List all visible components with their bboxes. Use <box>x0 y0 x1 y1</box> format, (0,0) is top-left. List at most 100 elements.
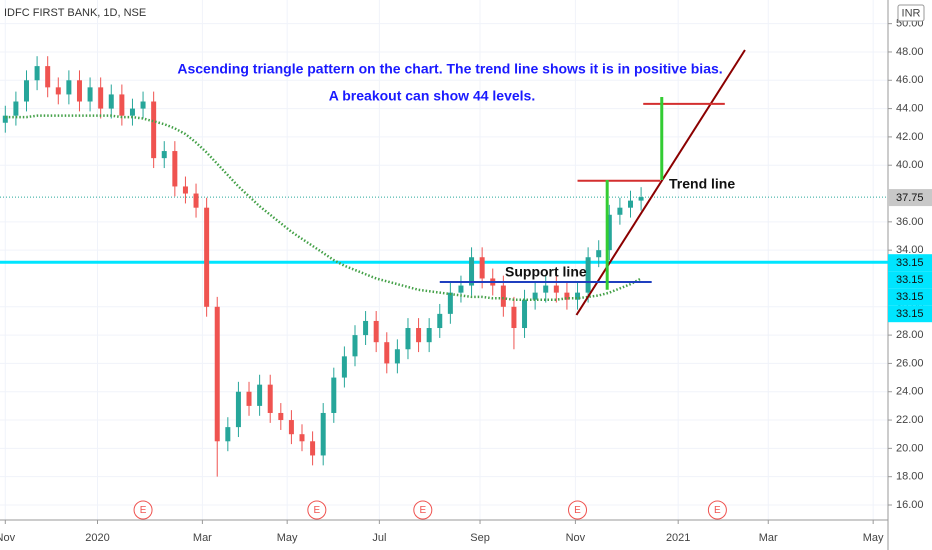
candle-body <box>469 257 475 286</box>
y-tick-label: 36.00 <box>896 216 924 228</box>
event-marker <box>707 500 727 520</box>
candle-body <box>628 200 634 208</box>
x-tick-label: Nov <box>566 532 586 544</box>
y-tick-label: 22.00 <box>896 414 924 426</box>
candle-body <box>352 335 358 357</box>
candle-body <box>373 320 379 343</box>
y-tick-label: 16.00 <box>896 499 924 511</box>
candle-body <box>2 115 8 123</box>
currency[interactable]: INR <box>902 7 921 19</box>
candle-body <box>363 320 369 336</box>
candle-body <box>161 151 167 159</box>
currency-box[interactable] <box>897 4 925 22</box>
candle-body <box>225 427 231 442</box>
candle-body <box>98 87 104 109</box>
candle-body <box>416 328 422 343</box>
x-tick-label: Mar <box>759 532 778 544</box>
candle-body <box>384 342 390 364</box>
candle-body <box>437 313 443 329</box>
candle-body <box>246 391 252 406</box>
candle-body <box>553 285 559 293</box>
price-label: 37.75 <box>896 192 924 204</box>
candle-body <box>140 101 146 109</box>
candle-body <box>341 356 347 378</box>
candle-body <box>76 80 82 102</box>
event-label: E <box>140 505 147 516</box>
y-tick-label: 24.00 <box>896 386 924 398</box>
price-label: 33.15 <box>896 291 924 303</box>
candle-body <box>55 87 61 95</box>
price-label-box <box>888 288 932 306</box>
event-label: E <box>419 505 426 516</box>
candle-body <box>45 66 51 88</box>
marks-layer <box>0 56 932 477</box>
y-tick-label: 28.00 <box>896 329 924 341</box>
candle-body <box>564 292 570 300</box>
price-label: 33.15 <box>896 308 924 320</box>
candle-body <box>543 285 549 293</box>
candle-body <box>585 257 591 293</box>
moving-average <box>5 114 642 301</box>
event-marker <box>413 500 433 520</box>
event-marker <box>568 500 588 520</box>
candle-body <box>596 250 602 258</box>
candle-body <box>617 207 623 215</box>
x-tick-label: Mar <box>193 532 212 544</box>
candle-body <box>214 306 220 442</box>
x-tick-label: Sep <box>470 532 490 544</box>
candle-body <box>638 197 644 201</box>
candle-body <box>320 412 326 456</box>
x-tick-label: May <box>277 532 298 544</box>
event-marker <box>133 500 153 520</box>
candle-body <box>129 108 135 116</box>
grid-layer <box>0 0 892 550</box>
candle-body <box>532 292 538 300</box>
candle-body <box>108 94 114 109</box>
event-label: E <box>574 505 581 516</box>
candle-body <box>426 328 432 343</box>
candle-body <box>310 441 316 456</box>
candle-body <box>267 384 273 413</box>
price-label-box <box>888 271 932 289</box>
candle-body <box>299 434 305 442</box>
x-tick-label: 2020 <box>85 532 109 544</box>
y-tick-label: 40.00 <box>896 159 924 171</box>
y-tick-label: 20.00 <box>896 442 924 454</box>
candle-body <box>447 292 453 314</box>
overlay-layer: 16.0018.0020.0022.0024.0026.0028.0030.00… <box>0 18 932 544</box>
candle-body <box>606 214 612 251</box>
candle-body <box>288 420 294 435</box>
x-tick-label: Jul <box>372 532 386 544</box>
y-tick-label: 48.00 <box>896 46 924 58</box>
y-tick-label: 42.00 <box>896 131 924 143</box>
trend-label: Trend line <box>669 176 735 192</box>
candle-body <box>182 186 188 194</box>
chart-title: IDFC FIRST BANK, 1D, NSE <box>4 7 146 19</box>
x-tick-label: May <box>863 532 884 544</box>
candle-body <box>511 306 517 329</box>
candle-body <box>331 377 337 413</box>
candle-body <box>119 94 125 116</box>
candle-body <box>394 349 400 364</box>
event-label: E <box>714 505 721 516</box>
candle-body <box>405 328 411 350</box>
x-tick-label: 2021 <box>666 532 690 544</box>
annotation: A breakout can show 44 levels. <box>329 88 535 104</box>
drawing-line <box>575 49 746 316</box>
x-tick-label: Nov <box>0 532 16 544</box>
candle-body <box>23 80 29 102</box>
candle-body <box>235 391 241 428</box>
event-label: E <box>314 505 321 516</box>
price-label: 33.15 <box>896 274 924 286</box>
event-marker <box>307 500 327 520</box>
annotation: Ascending triangle pattern on the chart.… <box>177 61 722 77</box>
candle-body <box>479 257 485 279</box>
candle-body <box>522 299 528 329</box>
candle-body <box>575 292 581 300</box>
y-tick-label: 26.00 <box>896 357 924 369</box>
price-label-box <box>888 189 932 207</box>
candle-body <box>87 87 93 102</box>
candle-body <box>66 80 72 95</box>
y-tick-label: 34.00 <box>896 244 924 256</box>
